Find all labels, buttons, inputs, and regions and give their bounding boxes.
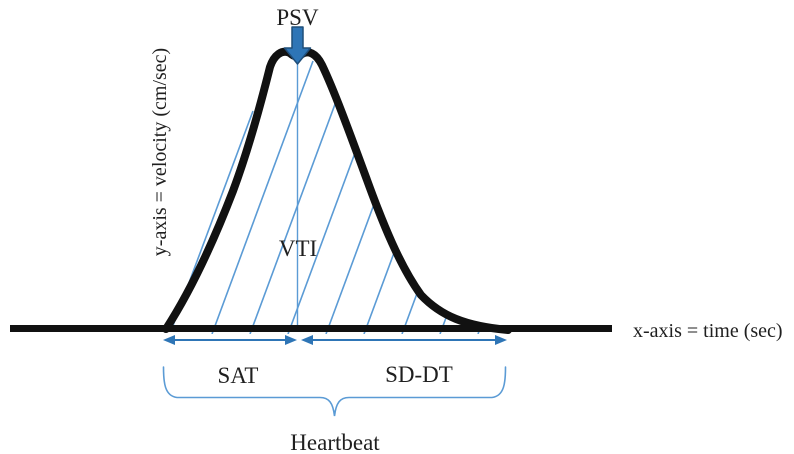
hatch-line (477, 60, 508, 335)
sd-dt-arrow-right-head-icon (495, 335, 507, 345)
sat-label: SAT (218, 363, 259, 388)
psv-arrow-icon (283, 26, 312, 65)
heartbeat-label: Heartbeat (290, 430, 380, 454)
hatch-line (363, 60, 466, 335)
sd-dt-arrow-left-head-icon (301, 335, 313, 345)
sat-arrow-right-head-icon (285, 335, 297, 345)
y-axis-label: y-axis = velocity (cm/sec) (149, 48, 171, 256)
hatch-line (439, 60, 508, 335)
psv-label: PSV (276, 5, 319, 30)
vti-label: VTI (279, 236, 317, 261)
hatch-line (249, 60, 352, 335)
heartbeat-brace (162, 366, 507, 417)
x-axis-label: x-axis = time (sec) (633, 320, 783, 342)
velocity-waveform-curve (162, 47, 512, 334)
hatch-line (211, 60, 314, 335)
sat-arrow-left-head-icon (163, 335, 175, 345)
sd-dt-arrow (301, 335, 507, 345)
vti-hatching (211, 60, 508, 335)
sd-dt-label: SD-DT (385, 362, 453, 387)
sat-arrow (163, 335, 297, 345)
